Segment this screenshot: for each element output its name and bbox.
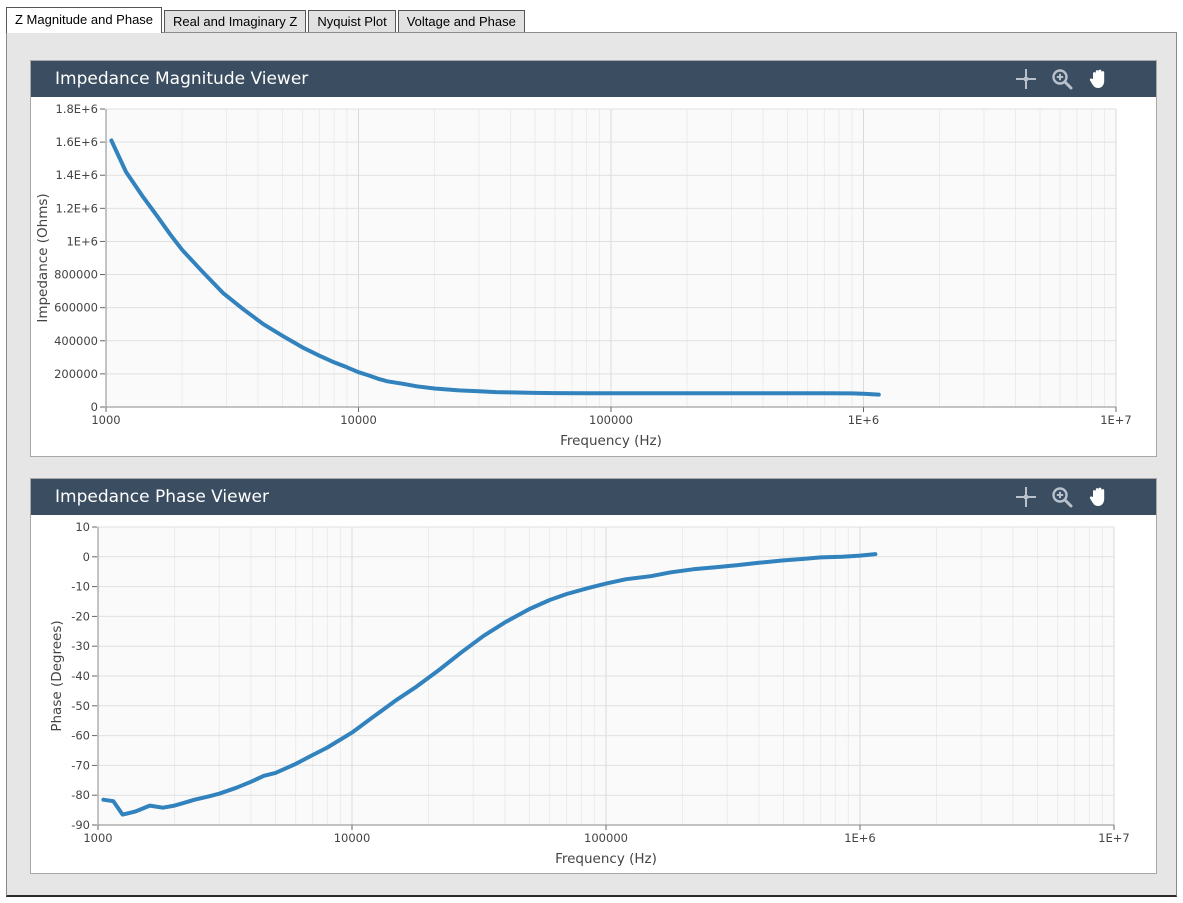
y-tick-label: -90 — [71, 818, 90, 832]
x-tick-label: 1000 — [83, 831, 112, 845]
crosshair-icon[interactable] — [1014, 485, 1038, 509]
y-tick-label: 10 — [75, 520, 90, 534]
magnitude-chart-svg: 1000 10000 100000 1E+6 1E+7 0 200000 400000 6000… — [35, 102, 1132, 449]
y-tick-label: -50 — [71, 699, 90, 713]
phase-chart-svg: 1000 10000 100000 1E+6 1E+7 10 0 -10 -20 -30 -40 -5… — [49, 520, 1130, 867]
phase-chart: 1000 10000 100000 1E+6 1E+7 10 0 -10 -20 -30 -40 -5… — [31, 515, 1156, 873]
x-tick-label: 1E+7 — [1100, 413, 1132, 427]
y-tick-label: 1.4E+6 — [55, 168, 98, 182]
x-tick-label: 1E+7 — [1098, 831, 1130, 845]
y-tick-label: 400000 — [54, 334, 98, 348]
x-axis-title: Frequency (Hz) — [560, 433, 662, 449]
crosshair-icon[interactable] — [1014, 67, 1038, 91]
y-tick-label: -40 — [71, 669, 90, 683]
x-tick-label: 1E+6 — [844, 831, 876, 845]
zoom-in-icon[interactable] — [1050, 485, 1074, 509]
tab-content-frame: Impedance Magnitude Viewer 1000 10000 1000… — [6, 32, 1177, 897]
x-tick-label: 100000 — [584, 831, 628, 845]
panel-header: Impedance Magnitude Viewer — [31, 61, 1156, 97]
y-tick-label: -10 — [71, 580, 90, 594]
x-axis-title: Frequency (Hz) — [555, 851, 657, 867]
y-tick-label: 1.6E+6 — [55, 135, 98, 149]
series-line — [101, 552, 878, 817]
panel-header: Impedance Phase Viewer — [31, 479, 1156, 515]
x-tick-label: 100000 — [589, 413, 633, 427]
magnitude-chart: 1000 10000 100000 1E+6 1E+7 0 200000 400000 6000… — [31, 97, 1156, 455]
tab-nyquist-plot[interactable]: Nyquist Plot — [308, 10, 396, 32]
y-tick-label: -20 — [71, 609, 90, 623]
impedance-magnitude-panel: Impedance Magnitude Viewer 1000 10000 1000… — [30, 60, 1157, 457]
impedance-phase-panel: Impedance Phase Viewer 1000 10000 100000 1E… — [30, 478, 1157, 874]
y-axis-title: Impedance (Ohms) — [35, 193, 51, 322]
zoom-in-icon[interactable] — [1050, 67, 1074, 91]
y-axis-title: Phase (Degrees) — [49, 620, 65, 731]
x-tick-label: 1000 — [91, 413, 120, 427]
y-tick-label: 1E+6 — [66, 234, 98, 248]
y-tick-label: -60 — [71, 729, 90, 743]
panel-title: Impedance Phase Viewer — [55, 487, 269, 507]
y-tick-label: 200000 — [54, 367, 98, 381]
y-tick-label: 1.2E+6 — [55, 201, 98, 215]
x-tick-label: 10000 — [334, 831, 371, 845]
y-tick-label: 800000 — [54, 268, 98, 282]
tab-bar: Z Magnitude and Phase Real and Imaginary… — [6, 6, 527, 33]
y-tick-label: 0 — [83, 550, 90, 564]
y-tick-label: -80 — [71, 788, 90, 802]
y-tick-label: 600000 — [54, 301, 98, 315]
y-tick-label: -70 — [71, 758, 90, 772]
panel-title: Impedance Magnitude Viewer — [55, 69, 309, 89]
y-tick-label: 1.8E+6 — [55, 102, 98, 116]
series-line — [109, 138, 881, 397]
pan-hand-icon[interactable] — [1087, 67, 1111, 91]
tab-real-and-imaginary-z[interactable]: Real and Imaginary Z — [164, 10, 307, 32]
tab-voltage-and-phase[interactable]: Voltage and Phase — [397, 10, 525, 32]
x-tick-label: 10000 — [340, 413, 377, 427]
y-tick-label: 0 — [91, 400, 98, 414]
x-tick-label: 1E+6 — [848, 413, 880, 427]
pan-hand-icon[interactable] — [1087, 485, 1111, 509]
y-tick-label: -30 — [71, 639, 90, 653]
tab-z-magnitude-and-phase[interactable]: Z Magnitude and Phase — [6, 7, 163, 33]
